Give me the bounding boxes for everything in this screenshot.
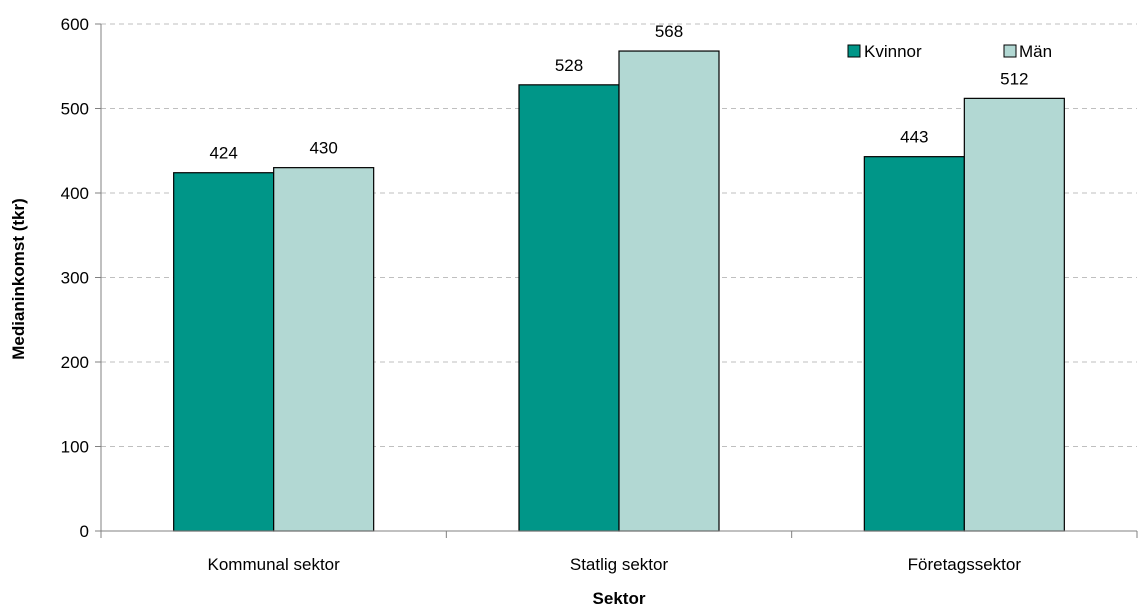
data-label-statlig-sektor-man: 568 — [655, 22, 683, 41]
y-axis-title: Medianinkomst (tkr) — [9, 198, 28, 360]
legend-item-man: Män — [1003, 42, 1052, 61]
bar-kommunal-sektor-man — [273, 167, 375, 532]
bar-foretagssektor-kvinnor — [863, 156, 965, 532]
y-tick-label-600: 600 — [61, 15, 89, 34]
data-label-kommunal-sektor-kvinnor: 424 — [209, 144, 237, 163]
x-tick-label-statlig-sektor: Statlig sektor — [570, 555, 669, 574]
x-tick-labels: Kommunal sektor Statlig sektor Företagssek… — [208, 555, 1022, 574]
legend-label-kvinnor: Kvinnor — [864, 42, 922, 61]
data-label-foretagssektor-kvinnor: 443 — [900, 128, 928, 147]
y-tick-label-300: 300 — [61, 269, 89, 288]
bar-kommunal-sektor-kvinnor — [173, 172, 275, 532]
data-label-kommunal-sektor-man: 430 — [309, 139, 337, 158]
x-tick-label-kommunal-sektor: Kommunal sektor — [208, 555, 341, 574]
x-tick-label-foretagssektor: Företagssektor — [908, 555, 1022, 574]
y-tick-labels: 0 100 200 300 400 500 600 — [61, 15, 89, 541]
bars — [173, 50, 1065, 532]
y-tick-label-500: 500 — [61, 100, 89, 119]
data-label-statlig-sektor-kvinnor: 528 — [555, 56, 583, 75]
bar-statlig-sektor-man — [618, 50, 720, 532]
legend-label-man: Män — [1019, 42, 1052, 61]
x-axis-title: Sektor — [593, 589, 646, 608]
y-tick-label-200: 200 — [61, 353, 89, 372]
y-tick-label-100: 100 — [61, 438, 89, 457]
bar-statlig-sektor-kvinnor — [518, 84, 620, 532]
y-tick-label-400: 400 — [61, 184, 89, 203]
data-label-foretagssektor-man: 512 — [1000, 69, 1028, 88]
bar-foretagssektor-man — [963, 97, 1065, 532]
data-labels: 424 430 528 568 443 512 — [209, 22, 1028, 163]
axes — [100, 24, 1138, 538]
legend-item-kvinnor: Kvinnor — [847, 42, 922, 61]
legend: Kvinnor Män — [847, 42, 1052, 61]
legend-swatch-kvinnor — [847, 44, 861, 58]
y-tick-label-0: 0 — [80, 522, 89, 541]
legend-swatch-man — [1003, 44, 1017, 58]
